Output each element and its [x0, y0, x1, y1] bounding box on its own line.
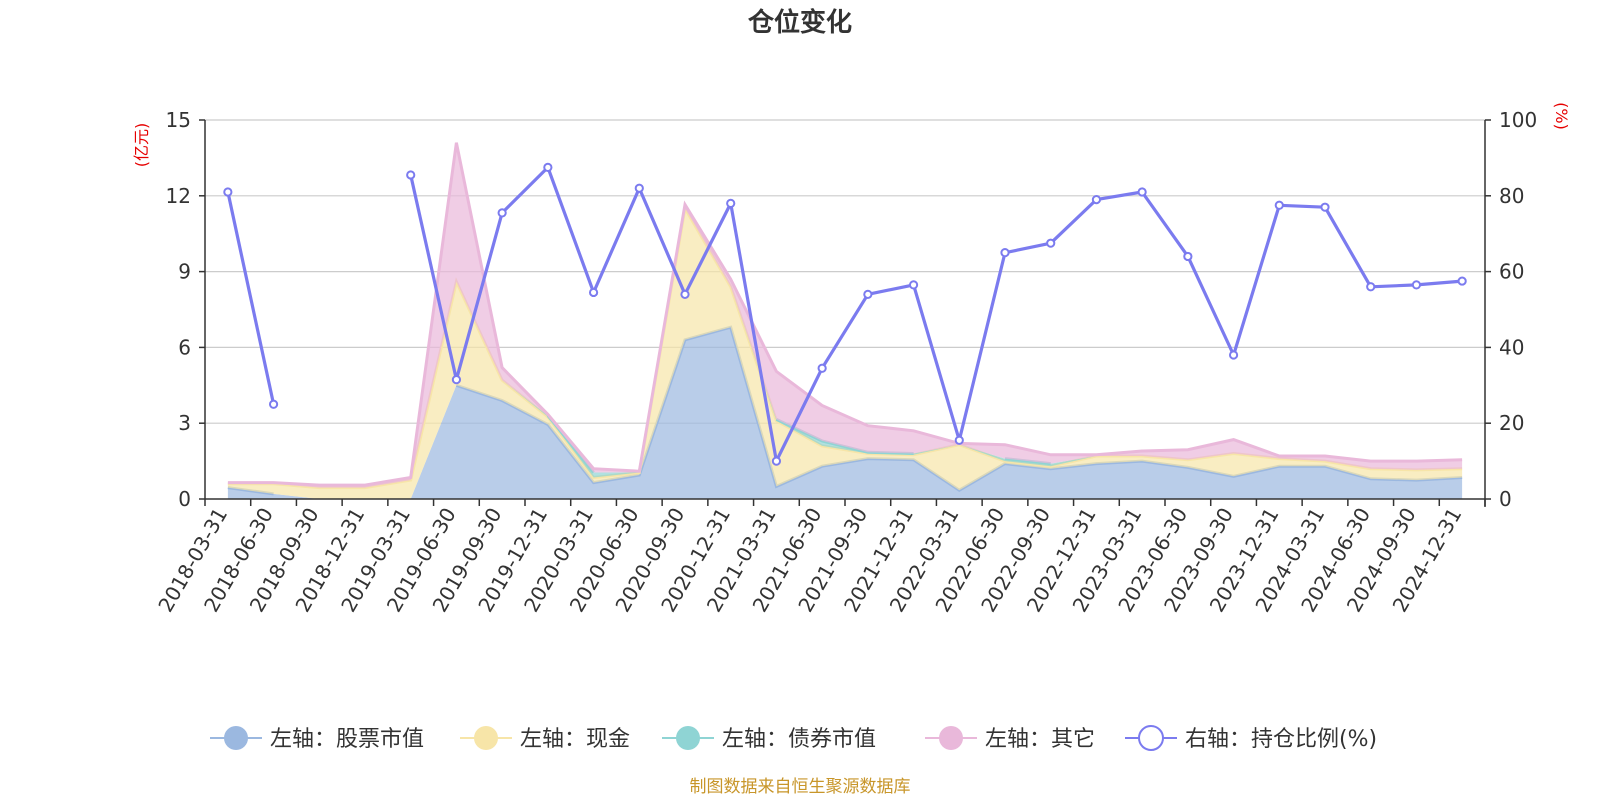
ratio-point [1411, 280, 1422, 290]
legend-item[interactable]: 左轴：其它 [925, 726, 1095, 752]
legend-label: 右轴：持仓比例(%) [1185, 727, 1377, 752]
right-axis-tick-label: 40 [1499, 335, 1524, 359]
ratio-point [954, 435, 964, 445]
legend: 左轴：股票市值 左轴：现金 左轴：债券市值 左轴：其它 右轴：持仓比例(%) [210, 725, 1377, 752]
right-axis-tick-label: 20 [1499, 411, 1524, 435]
chart-title: 仓位变化 [747, 7, 852, 38]
left-axis-tick-label: 3 [178, 411, 191, 435]
ratio-point [1000, 248, 1010, 258]
ratio-point [634, 183, 644, 193]
ratio-point [817, 363, 827, 373]
ratio-line-series [223, 162, 1467, 466]
ratio-point [451, 375, 462, 385]
left-axis-tick-label: 12 [166, 184, 191, 208]
ratio-point [1366, 282, 1376, 292]
data-source-note: 制图数据来自恒生聚源数据库 [690, 777, 911, 797]
area-series-0 [227, 327, 1463, 499]
right-axis-tick-label: 0 [1499, 487, 1512, 511]
ratio-point [1274, 200, 1284, 210]
left-axis-tick-label: 9 [178, 260, 191, 284]
right-axis-tick-label: 60 [1499, 260, 1524, 284]
legend-marker-icon [1138, 725, 1164, 751]
ratio-point [497, 208, 507, 218]
legend-item[interactable]: 左轴：债券市值 [662, 726, 876, 752]
ratio-point [406, 170, 416, 180]
ratio-point [1046, 238, 1056, 248]
legend-marker-icon [474, 726, 498, 750]
legend-marker-icon [676, 726, 700, 750]
ratio-point [588, 287, 599, 298]
ratio-point [908, 280, 919, 290]
area-series-3 [227, 142, 1463, 488]
ratio-point [1091, 194, 1102, 205]
ratio-point [680, 289, 690, 299]
ratio-point [543, 162, 553, 172]
ratio-point [1320, 202, 1330, 212]
left-axis-tick-label: 15 [166, 108, 191, 132]
legend-label: 左轴：股票市值 [270, 727, 424, 752]
ratio-point [726, 198, 736, 208]
ratio-point [1228, 350, 1239, 360]
ratio-point [1183, 251, 1193, 262]
legend-label: 左轴：债券市值 [722, 727, 876, 752]
right-axis-tick-label: 80 [1499, 184, 1524, 208]
legend-item[interactable]: 左轴：股票市值 [210, 726, 424, 752]
ratio-point [1457, 276, 1467, 286]
legend-marker-icon [224, 726, 248, 750]
left-axis-tick-label: 0 [178, 487, 191, 511]
legend-item[interactable]: 右轴：持仓比例(%) [1125, 725, 1377, 752]
right-axis-unit: (%) [1552, 102, 1571, 130]
legend-marker-icon [939, 726, 963, 750]
left-axis-tick-label: 6 [178, 335, 191, 359]
legend-label: 左轴：现金 [520, 727, 630, 752]
ratio-point [223, 187, 233, 197]
legend-item[interactable]: 左轴：现金 [460, 726, 630, 752]
ratio-point [863, 289, 873, 299]
ratio-point [771, 456, 782, 466]
area-series-1 [227, 208, 1463, 499]
ratio-line [226, 165, 1463, 463]
area-series-edge-3 [227, 142, 1463, 487]
ratio-point [268, 399, 279, 409]
left-axis-unit: (亿元) [132, 123, 151, 168]
legend-label: 左轴：其它 [985, 727, 1095, 752]
ratio-point [1137, 187, 1147, 197]
grid-lines [205, 119, 1485, 424]
right-axis-tick-label: 100 [1499, 108, 1537, 132]
axes: 036912150204060801002018-03-312018-06-30… [153, 108, 1537, 616]
